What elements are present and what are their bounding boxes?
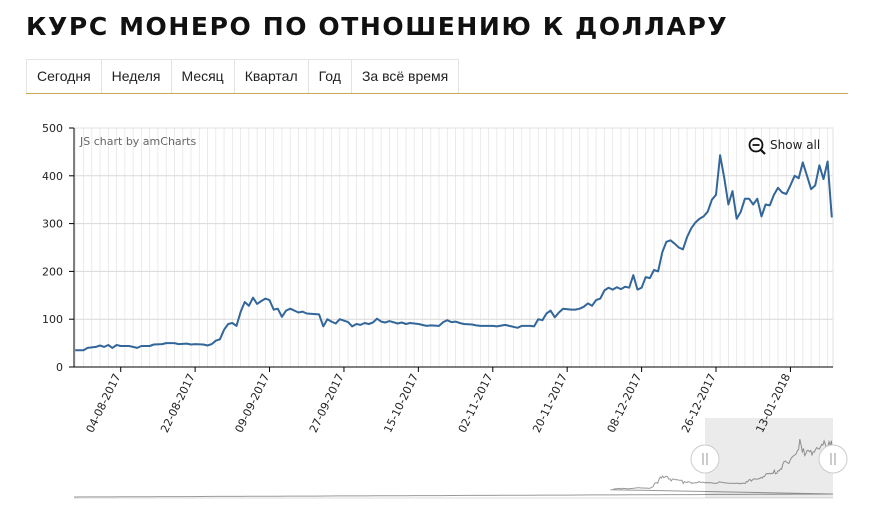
y-tick-label: 100 bbox=[42, 313, 63, 326]
scrollbar-preview-line bbox=[73, 438, 834, 498]
tab-year[interactable]: Год bbox=[307, 59, 351, 93]
x-tick-label: 20-11-2017 bbox=[530, 372, 570, 435]
y-axis: 0 100 200 300 400 500 bbox=[42, 122, 75, 374]
y-tick-label: 400 bbox=[42, 170, 63, 183]
x-tick-label: 04-08-2017 bbox=[84, 372, 124, 435]
zoom-out-icon bbox=[748, 137, 766, 155]
amcharts-credit[interactable]: JS chart by amCharts bbox=[79, 135, 196, 148]
scrollbar-left-grip[interactable] bbox=[690, 444, 720, 474]
y-tick-label: 200 bbox=[42, 265, 63, 278]
tab-quarter[interactable]: Квартал bbox=[233, 59, 308, 93]
page-title: КУРС МОНЕРО ПО ОТНОШЕНИЮ К ДОЛЛАРУ bbox=[26, 12, 729, 41]
x-tick-label: 09-09-2017 bbox=[233, 372, 273, 435]
scrollbar-selection[interactable] bbox=[705, 418, 833, 498]
x-tick-label: 02-11-2017 bbox=[456, 372, 496, 435]
tab-all-time[interactable]: За всё время bbox=[350, 59, 460, 93]
show-all-button[interactable]: Show all bbox=[748, 137, 821, 155]
tab-today[interactable]: Сегодня bbox=[26, 59, 101, 93]
y-tick-label: 0 bbox=[56, 361, 63, 374]
tab-month[interactable]: Месяц bbox=[170, 59, 234, 93]
x-tick-label: 15-10-2017 bbox=[381, 372, 421, 435]
show-all-label: Show all bbox=[770, 138, 820, 152]
x-tick-label: 22-08-2017 bbox=[158, 372, 198, 435]
scrollbar[interactable] bbox=[73, 418, 848, 499]
y-tick-label: 300 bbox=[42, 218, 63, 231]
price-line bbox=[75, 154, 833, 352]
scrollbar-right-grip[interactable] bbox=[818, 444, 848, 474]
tab-week[interactable]: Неделя bbox=[100, 59, 171, 93]
y-tick-label: 500 bbox=[42, 122, 63, 135]
period-tabs: Сегодня Неделя Месяц Квартал Год За всё … bbox=[26, 59, 848, 94]
x-tick-label: 08-12-2017 bbox=[605, 372, 645, 435]
x-tick-label: 27-09-2017 bbox=[307, 372, 347, 435]
